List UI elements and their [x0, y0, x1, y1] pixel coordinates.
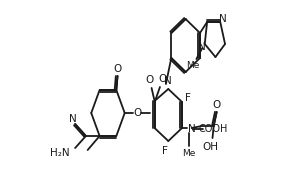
Text: O: O — [113, 64, 122, 74]
Text: F: F — [162, 146, 168, 156]
Text: N: N — [219, 14, 227, 24]
Text: F: F — [185, 93, 191, 103]
Text: N: N — [69, 114, 76, 124]
Text: OH: OH — [203, 142, 219, 152]
Text: O: O — [146, 75, 154, 85]
Text: N: N — [198, 42, 206, 52]
Text: Me: Me — [186, 61, 200, 71]
Text: N: N — [188, 124, 196, 134]
Text: Me: Me — [183, 149, 196, 158]
Text: O: O — [159, 74, 167, 84]
Text: COOH: COOH — [198, 124, 228, 134]
Text: O: O — [212, 100, 221, 110]
Text: N: N — [164, 76, 172, 86]
Text: H₂N: H₂N — [50, 148, 69, 158]
Text: O: O — [133, 108, 141, 118]
